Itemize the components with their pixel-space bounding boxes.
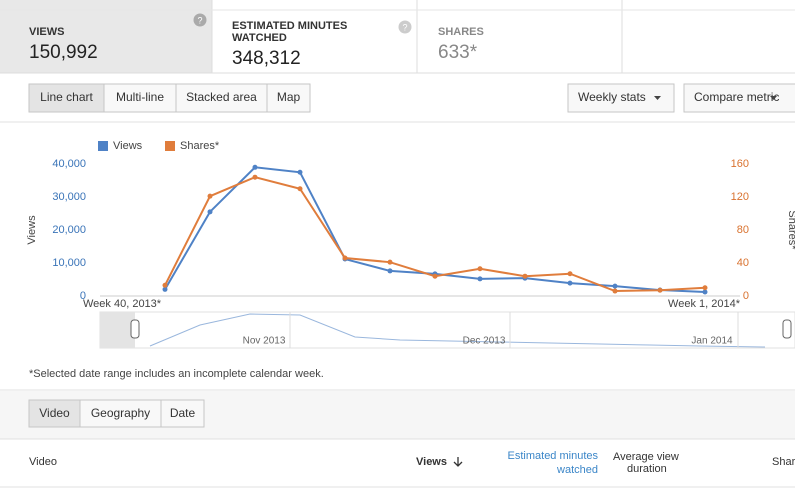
- sort-arrow: [453, 457, 463, 467]
- help-glyph: ?: [197, 15, 202, 25]
- metric-label: SHARES: [438, 26, 484, 38]
- navigator-label: Dec 2013: [463, 336, 506, 347]
- chart-type-button[interactable]: [28, 83, 105, 113]
- dropdown-caret: [654, 96, 661, 100]
- point: [297, 169, 303, 175]
- metric-tab-selected[interactable]: [0, 0, 212, 73]
- legend-swatch: [165, 141, 175, 151]
- point: [252, 174, 258, 180]
- y2-tick-label: 0: [743, 290, 749, 302]
- navigator-label: Nov 2013: [243, 336, 286, 347]
- help-icon[interactable]: [193, 13, 207, 27]
- chart-type-button[interactable]: [103, 83, 177, 113]
- table-header[interactable]: watched: [556, 464, 598, 476]
- point: [387, 268, 393, 274]
- navigator-handle[interactable]: [130, 319, 140, 339]
- x-tick-label: Week 1, 2014*: [668, 298, 741, 310]
- help-glyph: ?: [402, 22, 407, 32]
- table-header[interactable]: Average view: [613, 451, 679, 463]
- y-tick-label: 20,000: [52, 224, 86, 236]
- point: [432, 273, 438, 279]
- point: [252, 164, 258, 170]
- point: [612, 288, 618, 294]
- table-header[interactable]: Estimated minutes: [508, 450, 599, 462]
- y-tick-label: 0: [80, 290, 86, 302]
- table-header: Video: [29, 456, 57, 468]
- point: [477, 276, 483, 282]
- footnote: *Selected date range includes an incompl…: [29, 368, 324, 380]
- navigator-mask: [100, 312, 135, 348]
- chart-type-label: Multi-line: [116, 90, 164, 104]
- point: [297, 186, 303, 192]
- y-tick-label: 40,000: [52, 158, 86, 170]
- legend-label: Views: [113, 140, 143, 152]
- legend-swatch: [98, 141, 108, 151]
- x-tick-label: Week 40, 2013*: [83, 298, 162, 310]
- chart-type-label: Stacked area: [186, 90, 257, 104]
- chart-type-button[interactable]: [175, 83, 268, 113]
- point: [342, 255, 348, 261]
- point: [522, 273, 528, 279]
- point: [207, 209, 213, 215]
- y2-tick-label: 40: [737, 257, 749, 269]
- dropdown-label: Compare metric: [694, 90, 779, 104]
- tab-label: Date: [170, 406, 196, 420]
- y-tick-label: 30,000: [52, 191, 86, 203]
- chart-type-button[interactable]: [266, 83, 311, 113]
- metric-label: ESTIMATED MINUTES: [232, 20, 347, 32]
- point: [477, 266, 483, 272]
- metric-label: VIEWS: [29, 26, 64, 38]
- chart: 0 10,000 20,000 30,000 40,000 0 40 80 120 160 View…: [26, 140, 795, 310]
- toolbar: Line chart Multi-line Stacked area Map Weekl…: [28, 83, 795, 113]
- point: [162, 282, 168, 288]
- point: [162, 286, 168, 292]
- tab-label: Video: [39, 406, 70, 420]
- metric-value: 150,992: [29, 42, 98, 63]
- tab-label: Geography: [91, 406, 150, 420]
- metric-label: WATCHED: [232, 32, 287, 44]
- tabs: Video Geography Date: [28, 399, 205, 428]
- dropdown-caret: [770, 96, 777, 100]
- navigator-handle[interactable]: [782, 319, 792, 339]
- metric-value: 348,312: [232, 48, 301, 69]
- table-header[interactable]: Shar: [772, 456, 795, 468]
- dropdown-button[interactable]: [683, 83, 795, 113]
- y-axis-title: Views: [26, 215, 38, 245]
- y-tick-label: 10,000: [52, 257, 86, 269]
- chart-type-label: Map: [277, 90, 301, 104]
- point: [657, 287, 663, 293]
- navigator: [99, 311, 795, 349]
- point: [207, 193, 213, 199]
- tab-button[interactable]: [160, 399, 205, 428]
- navigator-line: [149, 313, 766, 348]
- point: [702, 289, 708, 295]
- y2-axis-title: Shares*: [786, 210, 795, 250]
- point: [567, 280, 573, 286]
- metric-value: 633*: [438, 42, 478, 63]
- dropdown-label: Weekly stats: [578, 90, 646, 104]
- point: [612, 283, 618, 289]
- table-header[interactable]: duration: [627, 463, 667, 475]
- y2-tick-label: 120: [731, 191, 749, 203]
- chart-type-label: Line chart: [40, 90, 93, 104]
- point: [702, 285, 708, 291]
- y2-tick-label: 80: [737, 224, 749, 236]
- table-header[interactable]: Views: [416, 456, 447, 468]
- point: [387, 259, 393, 265]
- help-icon[interactable]: [398, 20, 412, 34]
- point: [567, 271, 573, 277]
- navigator-label: Jan 2014: [691, 336, 733, 347]
- y2-tick-label: 160: [731, 158, 749, 170]
- legend-label: Shares*: [180, 140, 220, 152]
- tab-button[interactable]: [28, 399, 81, 428]
